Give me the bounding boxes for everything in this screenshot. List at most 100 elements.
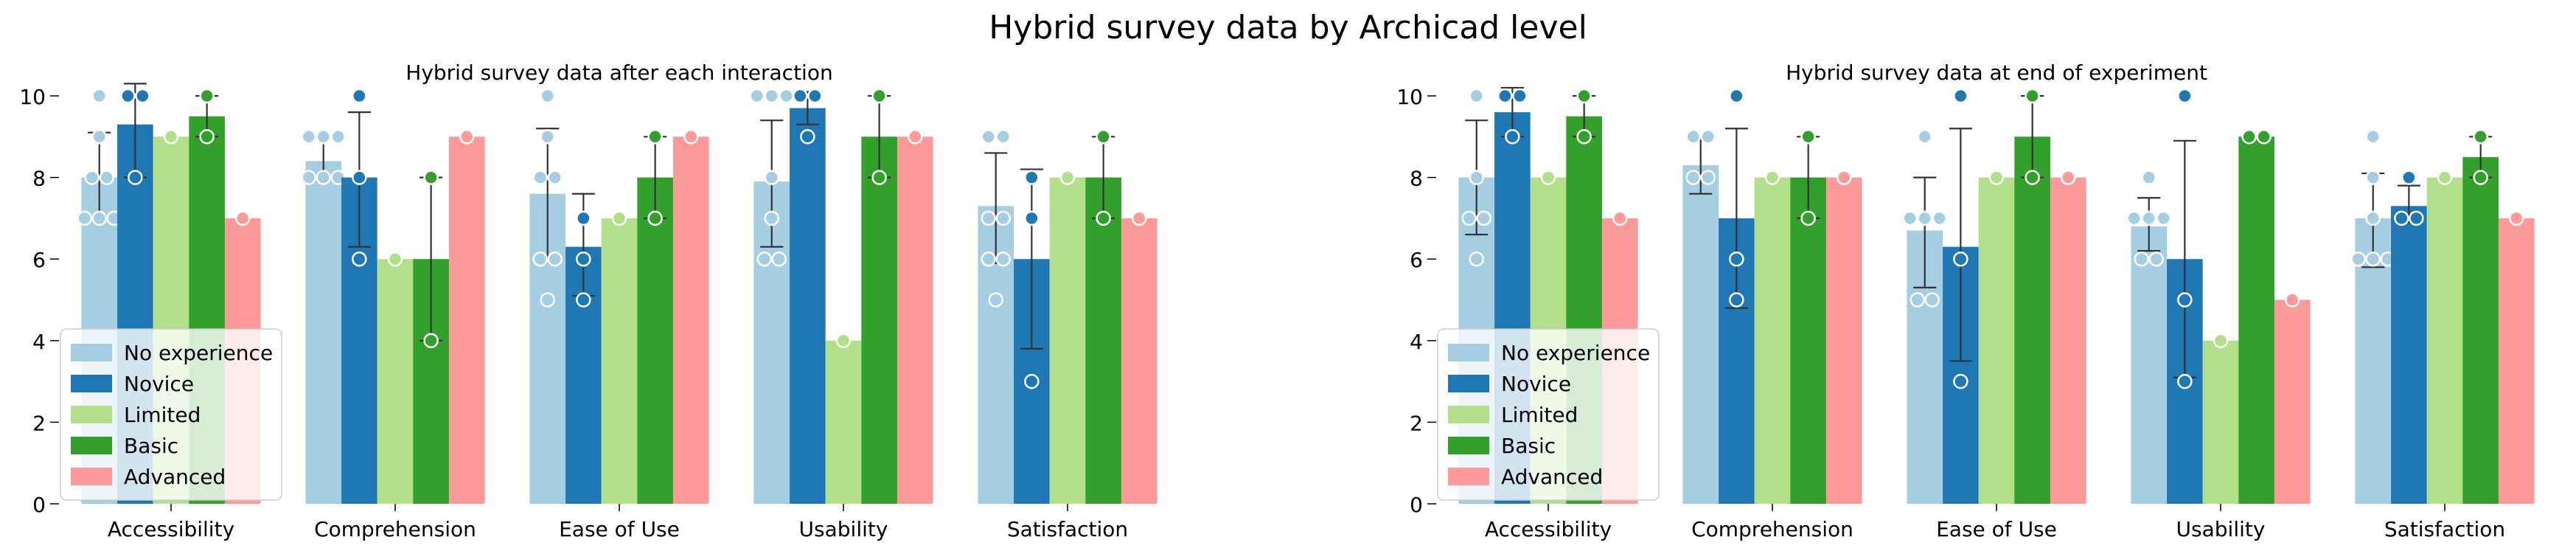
y-tick-label: 0 [1410,493,1423,517]
bar-limited-satisfaction [2426,177,2463,504]
point-no-experience [988,292,1003,308]
legend-frame [1437,328,1660,501]
point-novice [1505,129,1520,145]
point-basic [199,129,215,145]
legend-label-advanced: Advanced [1501,465,1603,489]
y-tick-label: 2 [32,411,46,435]
legend-label-basic: Basic [124,434,178,458]
bar-basic-satisfaction [2462,156,2499,504]
legend: No experience Novice Limited Basic Advanced [1437,328,1660,501]
x-tick-label: Satisfaction [2384,517,2505,541]
point-no-experience [2134,251,2149,267]
point-novice [120,88,136,104]
point-basic [2025,170,2040,185]
bar-novice-satisfaction [2391,206,2427,504]
legend-swatch-no-experience [71,344,112,361]
bar-advanced-satisfaction [1121,218,1158,504]
y-tick-label: 10 [19,85,46,109]
point-novice [2177,373,2193,389]
point-no-experience [779,88,794,104]
point-no-experience [1685,170,1701,185]
point-novice [1729,292,1744,308]
point-basic [647,129,663,145]
point-limited [835,333,852,349]
x-tick-label: Usability [2176,517,2266,541]
y-tick-label: 8 [1410,167,1423,191]
point-no-experience [1700,170,1716,185]
bar-advanced-ease-of-use [672,136,709,505]
point-no-experience [2365,129,2381,145]
point-novice [128,170,143,185]
y-tick-label: 4 [1410,330,1423,354]
point-novice [135,88,150,104]
point-advanced [459,129,475,145]
point-no-experience [1917,129,1932,145]
legend-swatch-advanced [71,468,112,485]
x-tick-label: Satisfaction [1007,517,1128,541]
y-tick-label: 2 [1410,411,1423,435]
x-tick-label: Comprehension [314,517,476,541]
point-novice [1953,251,1968,267]
x-tick-label: Ease of Use [1936,517,2057,541]
y-tick-label: 0 [32,493,46,517]
point-limited [1764,170,1780,185]
point-limited [611,210,627,226]
point-novice [2177,88,2193,104]
point-novice [1024,170,1040,185]
legend-label-novice: Novice [1501,372,1571,396]
point-limited [1540,170,1556,185]
point-no-experience [532,170,548,185]
point-limited [163,129,179,145]
point-no-experience [1902,210,1918,226]
point-no-experience [91,210,107,226]
legend-label-advanced: Advanced [124,465,226,489]
point-no-experience [316,170,331,185]
point-no-experience [330,129,346,145]
point-no-experience [1932,210,1947,226]
point-novice [1024,210,1040,226]
point-basic [1800,129,1816,145]
point-no-experience [981,251,996,267]
bar-no-experience-usability [2131,226,2168,504]
bar-no-experience-comprehension [305,161,342,505]
point-no-experience [1476,210,1491,226]
point-advanced [1612,210,1628,226]
x-tick-label: Usability [799,517,888,541]
bar-no-experience-comprehension [1682,165,1719,504]
point-no-experience [771,251,787,267]
point-limited [387,251,403,267]
point-no-experience [532,251,548,267]
point-advanced [908,129,923,145]
point-basic [2241,129,2257,145]
point-advanced [2061,170,2076,185]
point-no-experience [764,170,779,185]
x-tick-label: Ease of Use [559,517,680,541]
point-advanced [2285,292,2300,308]
bar-limited-comprehension [377,259,414,504]
y-tick-label: 6 [32,248,46,272]
point-basic [871,88,887,104]
point-novice [800,129,815,145]
point-no-experience [1910,292,1925,308]
bar-limited-ease-of-use [1978,177,2015,504]
point-novice [2409,210,2424,226]
point-novice [1497,88,1513,104]
point-novice [1953,373,1968,389]
bar-advanced-ease-of-use [2050,177,2086,504]
point-no-experience [84,170,100,185]
bar-advanced-usability [897,136,933,505]
point-limited [2437,170,2453,185]
legend-swatch-novice [1448,375,1489,392]
bar-advanced-comprehension [1825,177,1862,504]
point-no-experience [316,129,331,145]
bar-limited-ease-of-use [601,218,638,504]
point-advanced [683,129,699,145]
point-no-experience [540,129,555,145]
point-novice [352,251,367,267]
point-novice [2394,210,2409,226]
point-no-experience [1700,129,1716,145]
point-no-experience [1924,292,1940,308]
point-no-experience [77,210,92,226]
point-no-experience [995,210,1011,226]
